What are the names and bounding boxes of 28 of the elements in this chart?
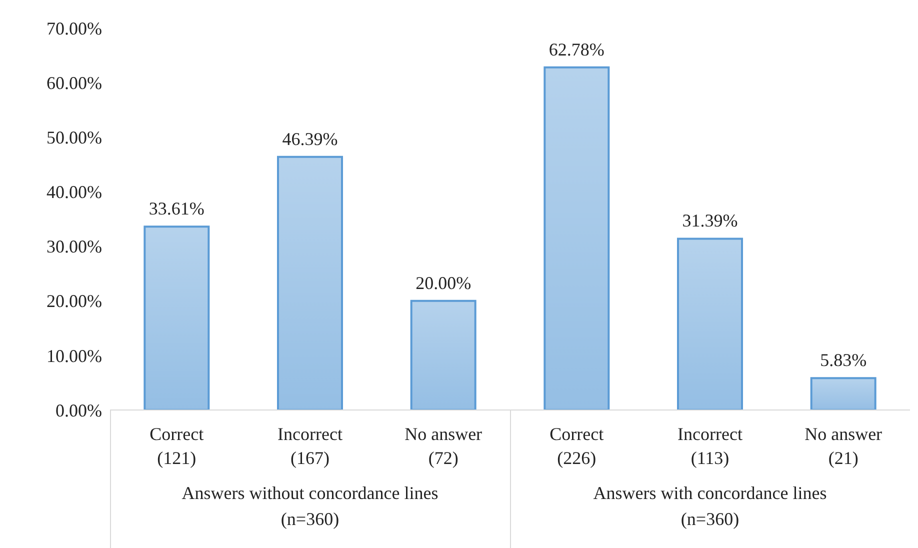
data-label: 20.00% [416,272,472,293]
y-tick-label: 0.00% [56,400,102,420]
bar [677,238,743,410]
y-tick-label: 50.00% [46,128,102,148]
bar [810,377,876,410]
text: Answers with concordance lines (n=360) [592,482,828,531]
x-tick-label: No answer (21) [804,424,882,468]
x-tick-label: Incorrect (167) [278,424,342,468]
y-tick-label: 60.00% [46,72,102,93]
y-tick-label: 30.00% [46,236,102,257]
data-label: 31.39% [682,210,738,231]
y-tick-label: 40.00% [46,182,102,202]
x-tick-label: Incorrect (113) [678,424,742,468]
bar [544,66,610,410]
bar [410,300,476,410]
data-label: 62.78% [548,39,604,60]
y-tick-label: 10.00% [46,346,102,366]
bar [144,226,210,410]
x-tick-label: Correct (226) [550,424,604,468]
text: Answers without concordance lines (n=360) [180,482,440,531]
x-tick-label: No answer (72) [404,424,482,468]
data-label: 33.61% [148,198,204,219]
data-label: 5.83% [820,350,867,370]
bar [277,156,343,410]
data-label: 46.39% [282,128,338,149]
y-tick-label: 20.00% [46,291,102,312]
y-tick-label: 70.00% [46,18,102,38]
x-tick-label: Correct (121) [150,424,204,468]
